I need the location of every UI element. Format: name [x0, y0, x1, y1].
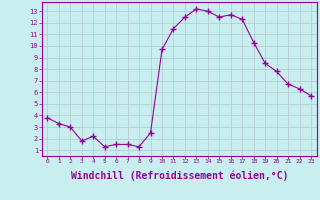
X-axis label: Windchill (Refroidissement éolien,°C): Windchill (Refroidissement éolien,°C) — [70, 170, 288, 181]
